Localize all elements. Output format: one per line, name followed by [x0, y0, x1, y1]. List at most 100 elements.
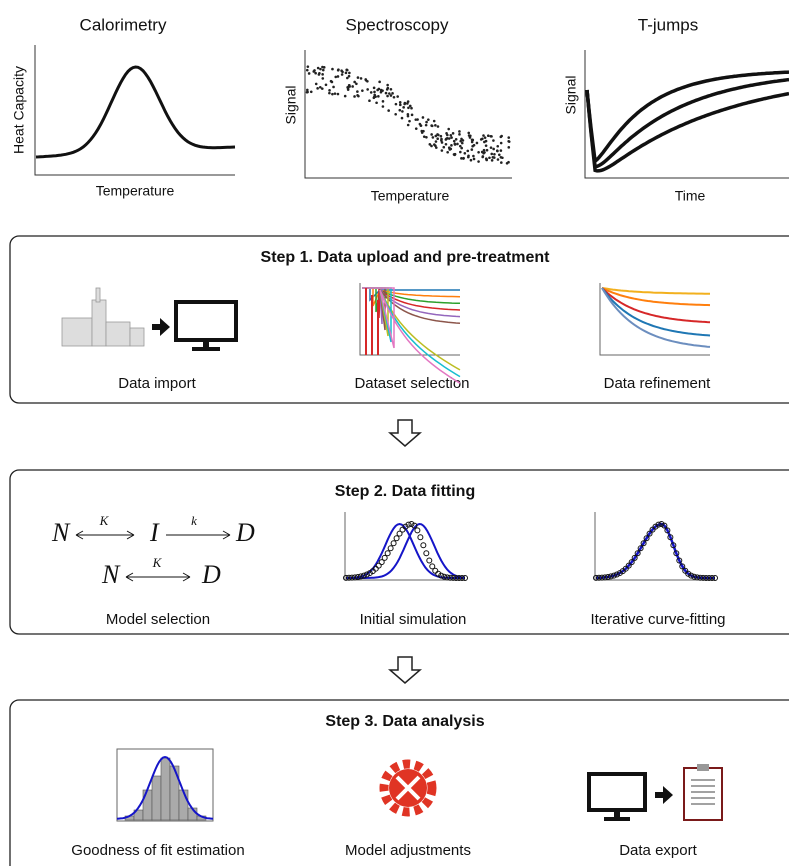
data-point: [649, 526, 656, 533]
scatter-dot: [446, 150, 449, 154]
data-point: [420, 542, 427, 549]
data-point: [357, 573, 364, 580]
data-point: [631, 554, 638, 561]
scatter-dot: [445, 137, 449, 140]
scatter-dot: [316, 87, 319, 90]
scatter-dot: [471, 144, 474, 148]
data-point: [640, 540, 647, 547]
scatter-dot: [394, 112, 397, 116]
scatter-dot: [375, 101, 378, 105]
scatter-dot: [333, 92, 337, 95]
scatter-dot: [422, 135, 426, 138]
data-point: [396, 530, 403, 537]
scatter-dot: [320, 87, 324, 90]
scatter-dot: [414, 127, 418, 130]
scatter-dot: [483, 140, 486, 144]
scatter-dot: [319, 67, 322, 71]
data-point: [348, 574, 355, 581]
scatter-dot: [312, 70, 316, 73]
scatter-dot: [491, 156, 495, 159]
scatter-dot: [368, 99, 371, 103]
gear-icon: [379, 759, 437, 817]
data-point: [652, 523, 659, 530]
scatter-dot: [357, 94, 360, 98]
scatter-dot: [379, 90, 383, 94]
data-point: [691, 573, 698, 580]
scatter-dot: [481, 155, 484, 159]
relaxation-trace: [585, 89, 789, 173]
scatter-dot: [456, 142, 459, 146]
scatter-dot: [489, 146, 493, 149]
scatter-dot: [489, 134, 493, 138]
scatter-dot: [381, 105, 385, 108]
scatter-dot: [498, 153, 501, 157]
monitor-icon: [174, 300, 238, 351]
scatter-dot: [353, 95, 356, 98]
axis-label: Signal: [283, 86, 299, 125]
scatter-dot: [369, 91, 373, 94]
scatter-dot: [490, 152, 494, 156]
data-point: [453, 574, 460, 581]
scatter-dot: [386, 94, 389, 98]
constant: K: [152, 555, 163, 570]
scatter-dot: [424, 123, 428, 127]
scatter-dot: [306, 65, 310, 68]
scatter-dot: [422, 129, 425, 133]
scatter-dot: [462, 157, 465, 160]
scatter-dot: [394, 102, 398, 106]
scatter-dot: [430, 124, 434, 128]
species: N: [51, 518, 71, 547]
refined-trace: [601, 287, 711, 307]
scatter-dot: [398, 101, 402, 104]
species: N: [101, 560, 121, 589]
scatter-dot: [400, 116, 404, 120]
scatter-dot: [331, 67, 334, 71]
data-point: [673, 550, 680, 557]
scatter-dot: [499, 156, 503, 159]
dataset-spike: [365, 288, 379, 355]
scatter-dot: [410, 113, 414, 117]
histogram-bin: [160, 757, 171, 821]
data-point: [658, 521, 665, 527]
scatter-dot: [486, 134, 490, 137]
refined-trace: [601, 287, 711, 348]
scatter-dot: [446, 133, 449, 137]
scatter-dot: [430, 133, 433, 136]
report-icon: [683, 764, 723, 821]
scatter-dot: [454, 137, 458, 141]
axis-label: Heat Capacity: [11, 66, 27, 154]
axis-label: Temperature: [96, 183, 175, 199]
scatter-dot: [492, 139, 495, 142]
scatter-dot: [391, 92, 394, 95]
data-point: [703, 574, 710, 581]
step-title: Step 1. Data upload and pre-treatment: [261, 249, 551, 266]
scatter-dot: [472, 157, 476, 161]
data-point: [694, 574, 701, 581]
data-point: [345, 574, 352, 581]
axis-label: Time: [675, 188, 706, 204]
data-point: [700, 574, 707, 581]
scatter-dot: [402, 106, 405, 109]
scatter-dot: [408, 104, 412, 108]
data-point: [661, 522, 668, 529]
scatter-dot: [428, 143, 432, 146]
scatter-dot: [448, 148, 452, 151]
data-point: [423, 550, 430, 557]
scatter-dot: [331, 92, 334, 96]
panel-title: Calorimetry: [80, 15, 167, 34]
data-point: [363, 571, 370, 578]
data-point: [667, 534, 674, 541]
scatter-dot: [461, 139, 465, 142]
scatter-dot: [477, 160, 480, 163]
scatter-dot: [346, 85, 349, 89]
scatter-dot: [492, 147, 495, 151]
scatter-dot: [450, 136, 453, 139]
step-title: Step 2. Data fitting: [335, 483, 475, 500]
scatter-dot: [377, 95, 380, 98]
scatter-dot: [378, 80, 381, 84]
data-point: [405, 521, 412, 528]
data-point: [447, 574, 454, 581]
scatter-dot: [398, 108, 402, 112]
data-point: [459, 574, 466, 581]
mini-axes: [599, 283, 710, 356]
